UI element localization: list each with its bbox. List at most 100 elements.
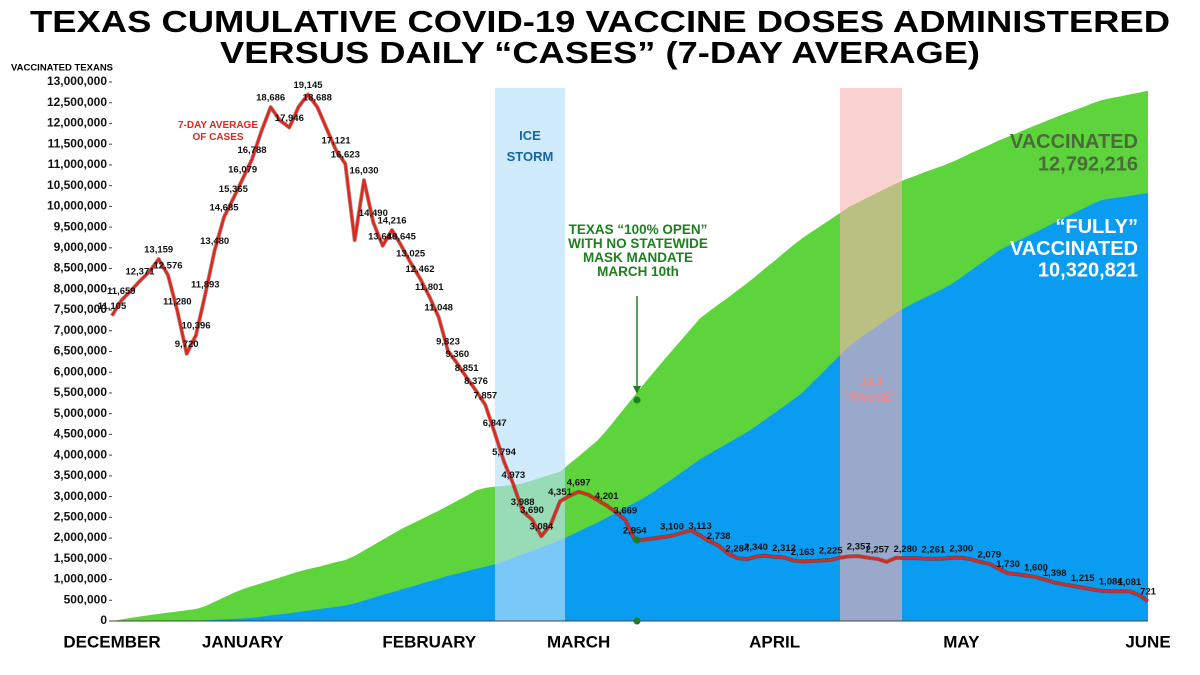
y-tick-label: 12,000,000 (47, 116, 107, 130)
data-label: 11,893 (191, 279, 220, 290)
series-end-label: 12,792,216 (1038, 153, 1138, 175)
data-label: 11,105 (98, 301, 127, 312)
x-tick-label: MAY (943, 632, 980, 651)
data-label: 16,623 (331, 149, 360, 160)
y-tick-label: 2,000,000 (54, 530, 108, 544)
ice-storm-band (495, 88, 565, 621)
y-tick-label: 4,000,000 (54, 447, 108, 461)
labels: 0 500,000 1,000,000 1,500,000 2,000,000 2,500… (47, 74, 1171, 651)
data-label: 2,357 (847, 542, 871, 553)
data-label: 1,730 (996, 559, 1020, 570)
bands (495, 88, 902, 621)
data-label: 8,851 (455, 363, 479, 374)
x-tick-label: JUNE (1125, 632, 1170, 651)
data-label: 2,284 (725, 544, 749, 555)
y-tick-label: 6,500,000 (54, 344, 108, 358)
data-label: 8,376 (464, 376, 488, 387)
y-tick-label: 12,500,000 (47, 95, 107, 109)
y-tick-label: 11,500,000 (48, 136, 108, 150)
y-tick-label: 500,000 (64, 592, 108, 606)
data-label: 3,988 (511, 497, 535, 508)
data-label: 2,738 (707, 531, 731, 542)
chart-title: TEXAS CUMULATIVE COVID-19 VACCINE DOSES … (30, 4, 1170, 39)
y-tick-label: 5,500,000 (54, 385, 108, 399)
data-label: 10,396 (181, 321, 210, 332)
marker-dot (633, 536, 641, 544)
data-label: 14,685 (209, 203, 239, 214)
data-label: 9,720 (175, 339, 199, 350)
pause-band (840, 88, 902, 621)
areas (112, 90, 1148, 622)
y-tick-label: 9,000,000 (54, 240, 108, 254)
y-tick-label: 6,000,000 (54, 364, 108, 378)
series-end-label: 10,320,821 (1038, 259, 1138, 281)
y-tick-label: 7,500,000 (54, 302, 108, 316)
data-label: 12,462 (405, 264, 434, 275)
data-label: 1,600 (1024, 563, 1048, 574)
data-label: 11,659 (107, 286, 136, 297)
data-label: 3,100 (660, 521, 684, 532)
annotation: TEXAS “100% OPEN” WITH NO STATEWIDE MASK M… (568, 222, 708, 279)
y-tick-label: 8,500,000 (54, 261, 108, 275)
data-label: 11,048 (424, 303, 453, 314)
x-tick-label: DECEMBER (63, 632, 160, 651)
data-label: 2,079 (977, 549, 1001, 560)
data-label: 9,360 (445, 349, 469, 360)
y-tick-label: 7,000,000 (54, 323, 108, 337)
data-label: 2,163 (791, 547, 815, 558)
data-label: 13,159 (144, 245, 173, 256)
y-tick-label: 1,000,000 (54, 572, 108, 586)
y-tick-label: 3,500,000 (54, 468, 108, 482)
data-label: 2,257 (865, 544, 889, 555)
data-label: 2,280 (893, 544, 917, 555)
series-label: “FULLY” VACCINATED (1010, 216, 1138, 260)
chart-title: VERSUS DAILY “CASES” (7-DAY AVERAGE) (220, 35, 980, 70)
data-label: 1,084 (1099, 577, 1123, 588)
data-label: 2,312 (772, 543, 796, 554)
arrow-head (633, 386, 641, 394)
x-tick-label: JANUARY (202, 632, 284, 651)
marker-dot (633, 396, 641, 404)
data-label: 11,801 (415, 282, 444, 293)
data-label: 1,398 (1043, 568, 1067, 579)
data-label: 17,946 (275, 113, 304, 124)
annotation: J&J “PAUSE” (845, 375, 897, 404)
y-tick-label: 13,000,000 (47, 74, 107, 88)
data-label: 2,954 (623, 525, 647, 536)
y-axis-label: VACCINATED TEXANS (11, 63, 113, 74)
data-label: 11,280 (163, 296, 192, 307)
data-label: 14,216 (377, 216, 406, 227)
data-label: 4,201 (595, 491, 619, 502)
data-label: 6,847 (483, 418, 507, 429)
data-label: 16,030 (349, 166, 378, 177)
data-label: 721 (1140, 587, 1157, 598)
data-label: 9,823 (436, 336, 460, 347)
y-tick-label: 8,000,000 (54, 281, 108, 295)
data-label: 1,081 (1117, 577, 1141, 588)
data-label: 3,084 (529, 522, 553, 533)
y-tick-label: 10,500,000 (47, 178, 107, 192)
y-tick-label: 4,500,000 (54, 427, 108, 441)
data-label: 4,973 (501, 470, 525, 481)
y-tick-label: 11,000,000 (48, 157, 108, 171)
data-label: 17,121 (321, 136, 351, 147)
data-label: 5,794 (492, 447, 516, 458)
data-label: 13,645 (387, 231, 417, 242)
y-tick-label: 1,500,000 (54, 551, 108, 565)
data-label: 12,576 (153, 261, 182, 272)
data-label: 14,490 (359, 208, 388, 219)
data-label: 4,351 (548, 487, 572, 498)
y-tick-label: 3,000,000 (54, 489, 108, 503)
series-label: VACCINATED (1010, 131, 1138, 153)
axes (109, 81, 1148, 622)
data-label: 18,686 (256, 93, 285, 104)
data-label: 15,365 (219, 184, 249, 195)
data-label: 3,669 (613, 506, 637, 517)
data-label: 19,145 (293, 80, 323, 91)
data-label: 13,480 (200, 236, 229, 247)
data-label: 13,025 (396, 248, 426, 259)
data-label: 16,079 (228, 164, 257, 175)
data-label: 2,340 (744, 542, 768, 553)
march-10-marker (633, 296, 641, 625)
